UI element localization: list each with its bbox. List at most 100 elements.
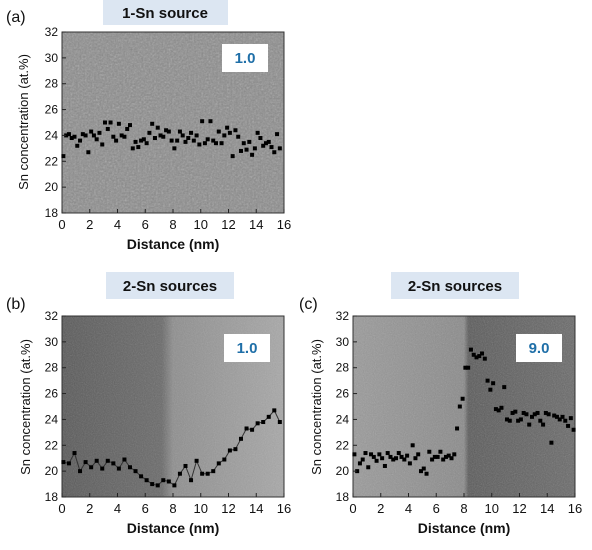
data-point bbox=[80, 132, 85, 137]
series-line bbox=[63, 409, 281, 487]
data-point bbox=[150, 482, 155, 487]
data-point bbox=[371, 454, 376, 459]
data-point bbox=[164, 128, 169, 133]
y-tick-label: 30 bbox=[45, 335, 59, 349]
data-point bbox=[158, 133, 163, 138]
data-point bbox=[407, 461, 412, 466]
data-point bbox=[194, 133, 199, 138]
data-point bbox=[402, 457, 407, 462]
y-tick-label: 18 bbox=[45, 206, 59, 220]
data-point bbox=[238, 148, 243, 153]
x-tick-label: 16 bbox=[568, 501, 582, 516]
data-point bbox=[225, 125, 230, 130]
data-point bbox=[538, 418, 543, 423]
data-point bbox=[435, 454, 440, 459]
data-point bbox=[189, 478, 194, 483]
data-point bbox=[543, 410, 548, 415]
data-point bbox=[214, 141, 219, 146]
panel-label-c: (c) bbox=[299, 296, 318, 313]
data-point bbox=[130, 146, 135, 151]
data-point bbox=[275, 132, 280, 137]
data-point bbox=[136, 145, 141, 150]
data-point bbox=[250, 427, 255, 432]
data-point bbox=[266, 414, 271, 419]
x-tick-label: 14 bbox=[540, 501, 554, 516]
data-point bbox=[261, 143, 266, 148]
data-point bbox=[396, 451, 401, 456]
x-tick-label: 8 bbox=[460, 501, 467, 516]
data-point bbox=[111, 461, 116, 466]
data-point bbox=[563, 418, 568, 423]
data-point bbox=[86, 150, 91, 155]
data-point bbox=[216, 461, 221, 466]
data-point bbox=[219, 141, 224, 146]
data-point bbox=[139, 474, 144, 479]
y-tick-label: 26 bbox=[45, 387, 59, 401]
data-point bbox=[529, 414, 534, 419]
panel-b: (b) 2-Sn sources 1.0 0 2 4 6 8 10 12 14 16 18202… bbox=[6, 272, 291, 536]
data-point bbox=[513, 409, 518, 414]
data-point bbox=[111, 134, 116, 139]
x-tick-label: 4 bbox=[114, 217, 121, 232]
data-point bbox=[499, 405, 504, 410]
data-point bbox=[205, 137, 210, 142]
x-tick-label: 12 bbox=[221, 501, 235, 516]
data-point bbox=[222, 457, 227, 462]
data-point bbox=[72, 134, 77, 139]
data-point bbox=[455, 426, 460, 431]
data-line-b bbox=[63, 409, 281, 487]
data-point bbox=[510, 410, 515, 415]
data-point bbox=[546, 412, 551, 417]
data-point bbox=[69, 136, 74, 141]
data-point bbox=[244, 426, 249, 431]
x-tick-label: 6 bbox=[142, 501, 149, 516]
data-point bbox=[255, 421, 260, 426]
x-axis-label-b: Distance (nm) bbox=[127, 520, 220, 536]
y-tick-label: 32 bbox=[45, 309, 59, 323]
data-point bbox=[443, 454, 448, 459]
data-point bbox=[161, 134, 166, 139]
x-tick-label: 8 bbox=[169, 501, 176, 516]
data-point bbox=[147, 130, 152, 135]
x-tick-label: 2 bbox=[377, 501, 384, 516]
x-ticks-b: 0 2 4 6 8 10 12 14 16 bbox=[58, 493, 291, 516]
y-ticks-b: 18 20 22 24 26 28 30 32 bbox=[45, 309, 66, 504]
data-markers-a bbox=[61, 119, 282, 159]
data-point bbox=[205, 471, 210, 476]
data-point bbox=[366, 465, 371, 470]
data-point bbox=[566, 423, 571, 428]
data-point bbox=[502, 385, 507, 390]
x-tick-label: 16 bbox=[277, 217, 291, 232]
x-tick-label: 4 bbox=[405, 501, 412, 516]
data-point bbox=[441, 457, 446, 462]
data-point bbox=[446, 453, 451, 458]
data-markers-b bbox=[61, 408, 282, 488]
data-point bbox=[410, 443, 415, 448]
x-tick-label: 0 bbox=[58, 217, 65, 232]
y-tick-label: 24 bbox=[336, 412, 350, 426]
data-point bbox=[427, 449, 432, 454]
data-point bbox=[416, 452, 421, 457]
y-tick-label: 20 bbox=[45, 464, 59, 478]
data-point bbox=[549, 440, 554, 445]
data-point bbox=[105, 458, 110, 463]
x-tick-label: 14 bbox=[249, 501, 263, 516]
data-point bbox=[202, 141, 207, 146]
data-point bbox=[230, 154, 235, 159]
panel-label-b: (b) bbox=[6, 296, 26, 313]
data-point bbox=[66, 461, 71, 466]
data-point bbox=[119, 133, 124, 138]
data-point bbox=[172, 483, 177, 488]
x-tick-label: 12 bbox=[512, 501, 526, 516]
data-point bbox=[535, 410, 540, 415]
data-point bbox=[144, 478, 149, 483]
y-axis-label-b: Sn concentration (at.%) bbox=[18, 339, 33, 475]
data-point bbox=[413, 456, 418, 461]
data-point bbox=[78, 469, 83, 474]
data-point bbox=[133, 469, 138, 474]
data-point bbox=[477, 354, 482, 359]
data-point bbox=[227, 130, 232, 135]
x-axis-label-a: Distance (nm) bbox=[127, 236, 220, 252]
y-tick-label: 24 bbox=[45, 412, 59, 426]
data-point bbox=[108, 120, 113, 125]
